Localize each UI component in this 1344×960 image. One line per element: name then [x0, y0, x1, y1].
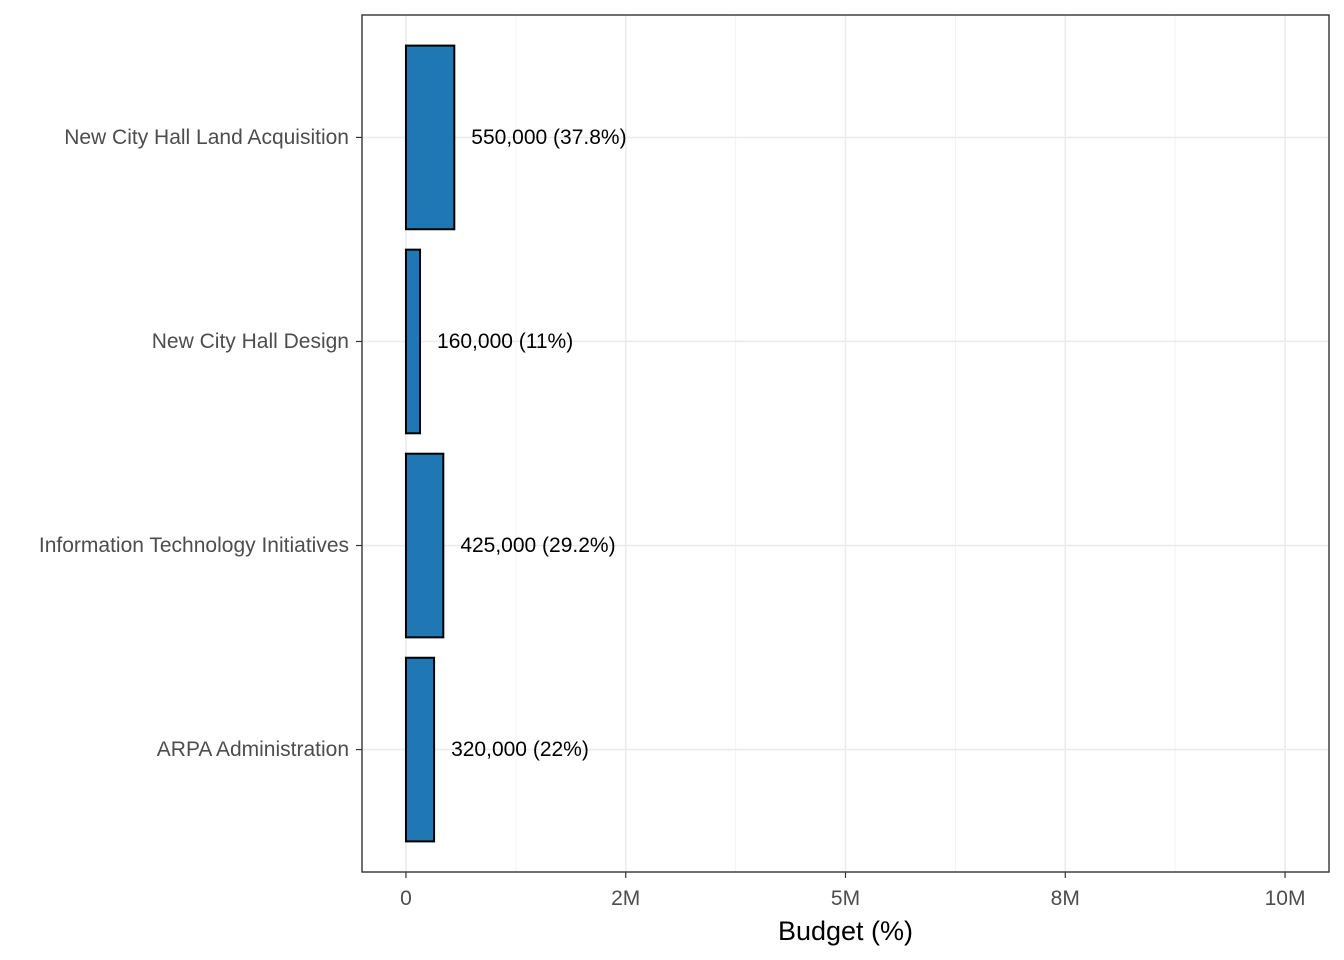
- x-tick-label: 8M: [1051, 887, 1080, 910]
- bar-data-label: 425,000 (29.2%): [460, 534, 615, 557]
- bar: [404, 452, 445, 639]
- y-tick-label: Information Technology Initiatives: [39, 534, 349, 557]
- x-tick-label: 10M: [1265, 887, 1306, 910]
- bar-data-label: 320,000 (22%): [451, 738, 589, 761]
- x-tick-label: 2M: [611, 887, 640, 910]
- bar-data-label: 160,000 (11%): [437, 330, 573, 353]
- x-axis-title: Budget (%): [778, 916, 913, 946]
- bar: [404, 44, 456, 231]
- bar: [404, 248, 422, 435]
- y-tick-label: ARPA Administration: [157, 738, 349, 761]
- y-tick-label: New City Hall Land Acquisition: [64, 126, 349, 149]
- x-axis: 0 2M 5M 8M 10M: [400, 872, 1305, 910]
- y-tick-label: New City Hall Design: [152, 330, 349, 353]
- y-axis: New City Hall Land Acquisition New City H…: [39, 126, 362, 761]
- bars: 550,000 (37.8%) 160,000 (11%) 425,000 (29.…: [404, 44, 627, 843]
- x-tick-label: 0: [400, 887, 412, 910]
- grid: [362, 15, 1329, 872]
- bar-data-label: 550,000 (37.8%): [471, 126, 626, 149]
- x-tick-label: 5M: [831, 887, 860, 910]
- bar: [404, 656, 436, 843]
